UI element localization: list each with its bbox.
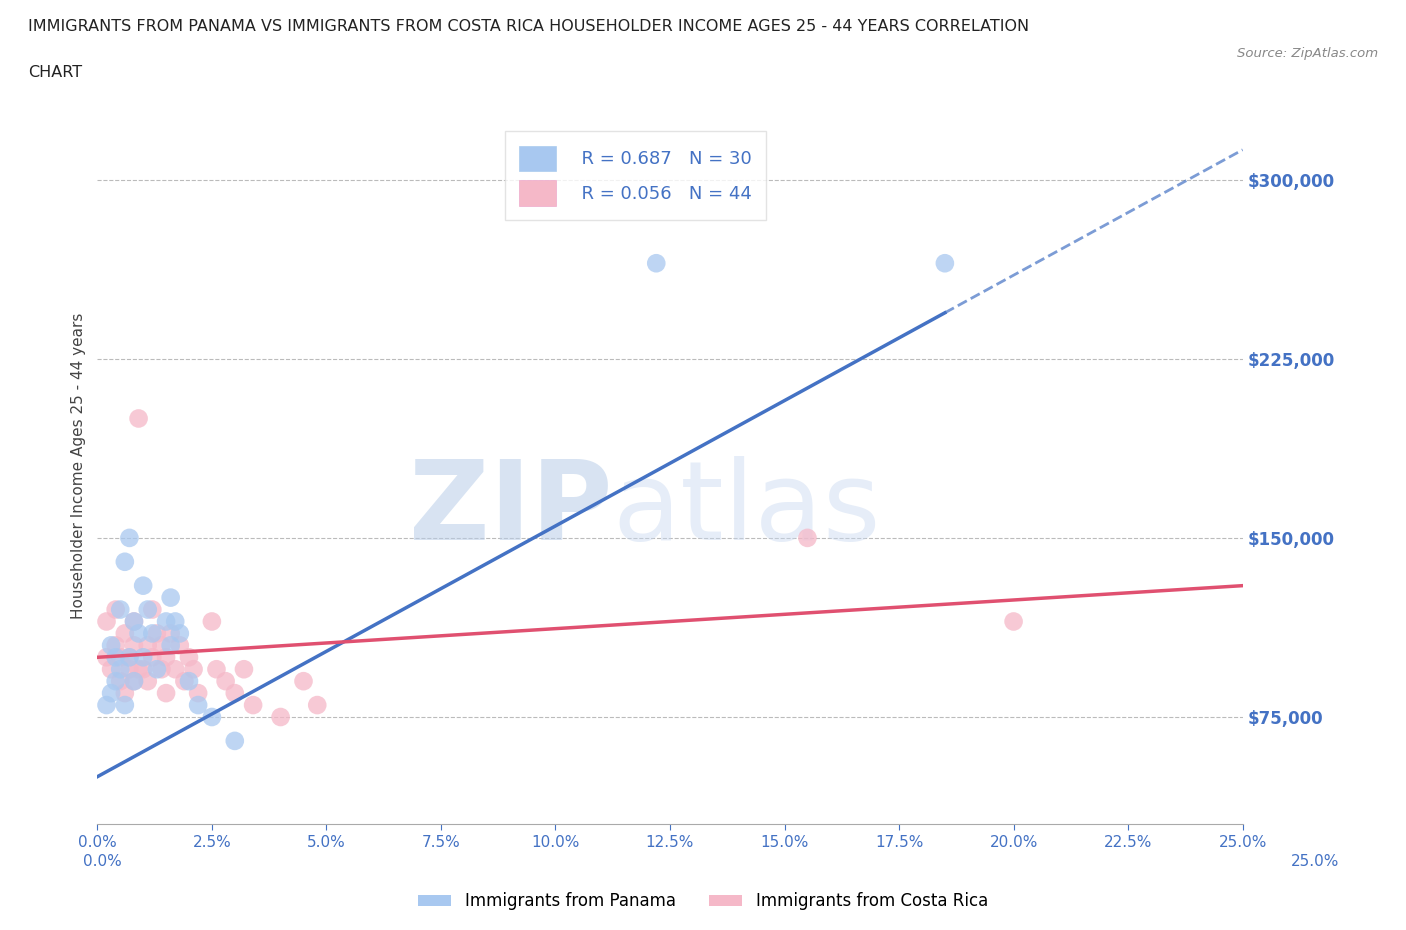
Point (122, 673, 145, 688)
Point (169, 638, 191, 653)
Point (177, 673, 200, 688)
Point (224, 734, 246, 749)
Point (128, 662, 150, 677)
Point (159, 591, 181, 605)
Point (165, 614, 187, 629)
Text: IMMIGRANTS FROM PANAMA VS IMMIGRANTS FROM COSTA RICA HOUSEHOLDER INCOME AGES 25 : IMMIGRANTS FROM PANAMA VS IMMIGRANTS FRO… (28, 19, 1029, 33)
Point (118, 530, 141, 545)
Point (114, 685, 136, 700)
Point (141, 650, 163, 665)
Point (104, 650, 127, 665)
Point (146, 662, 169, 677)
Point (122, 638, 145, 653)
Point (136, 673, 159, 688)
Point (150, 662, 173, 677)
Point (214, 673, 236, 688)
Point (141, 626, 163, 641)
Point (104, 638, 127, 653)
Point (128, 411, 150, 426)
Point (96, 698, 118, 712)
Point (150, 638, 173, 653)
Text: ZIP: ZIP (409, 456, 613, 563)
Point (122, 673, 145, 688)
Legend:   R = 0.687   N = 30,   R = 0.056   N = 44: R = 0.687 N = 30, R = 0.056 N = 44 (505, 131, 766, 220)
Point (934, 256, 956, 271)
Point (96, 650, 118, 665)
Text: 25.0%: 25.0% (1291, 854, 1339, 869)
Point (122, 614, 145, 629)
Point (155, 650, 177, 665)
Point (146, 626, 169, 641)
Legend: Immigrants from Panama, Immigrants from Costa Rica: Immigrants from Panama, Immigrants from … (412, 885, 994, 917)
Point (122, 614, 145, 629)
Point (100, 662, 122, 677)
Text: Source: ZipAtlas.com: Source: ZipAtlas.com (1237, 46, 1378, 60)
Point (100, 638, 122, 653)
Point (1002, 614, 1025, 629)
Point (110, 602, 132, 617)
Point (110, 673, 132, 688)
Point (270, 710, 292, 724)
Point (114, 698, 136, 712)
Point (114, 554, 136, 569)
Point (104, 602, 127, 617)
Point (136, 638, 159, 653)
Point (645, 256, 668, 271)
Point (242, 698, 264, 712)
Point (159, 626, 181, 641)
Point (155, 685, 177, 700)
Point (110, 662, 132, 677)
Point (796, 530, 818, 545)
Point (173, 673, 195, 688)
Point (141, 602, 163, 617)
Point (187, 685, 209, 700)
Text: atlas: atlas (613, 456, 882, 563)
Text: 0.0%: 0.0% (83, 854, 122, 869)
Point (114, 626, 136, 641)
Point (169, 626, 191, 641)
Point (201, 710, 224, 724)
Point (187, 698, 209, 712)
Point (132, 650, 155, 665)
Point (177, 650, 200, 665)
Point (136, 602, 159, 617)
Point (183, 662, 205, 677)
Point (118, 650, 141, 665)
Point (292, 673, 315, 688)
Point (159, 638, 181, 653)
Point (233, 662, 256, 677)
Point (118, 650, 141, 665)
Point (132, 578, 155, 593)
Y-axis label: Householder Income Ages 25 - 44 years: Householder Income Ages 25 - 44 years (72, 313, 86, 619)
Point (224, 685, 246, 700)
Point (307, 698, 329, 712)
Point (104, 673, 127, 688)
Point (110, 650, 132, 665)
Point (100, 685, 122, 700)
Point (201, 614, 224, 629)
Point (165, 662, 187, 677)
Point (96, 614, 118, 629)
Text: CHART: CHART (28, 65, 82, 80)
Point (118, 662, 141, 677)
Point (155, 614, 177, 629)
Point (128, 626, 150, 641)
Point (205, 662, 228, 677)
Point (132, 662, 155, 677)
